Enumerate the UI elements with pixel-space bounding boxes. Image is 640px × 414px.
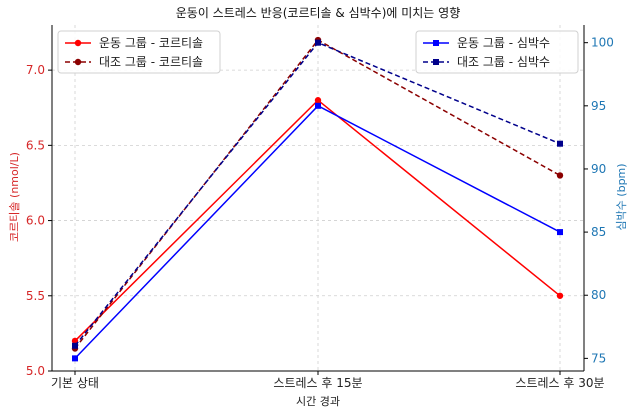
grid (52, 25, 584, 372)
data-point (556, 292, 564, 299)
series-3 (72, 39, 563, 349)
series-0 (71, 97, 564, 345)
left-tick-label: 6.5 (26, 138, 45, 152)
left-tick-label: 6.0 (26, 214, 45, 228)
x-tick-label: 스트레스 후 15분 (273, 376, 362, 390)
right-tick-label: 80 (591, 288, 606, 302)
right-tick-label: 75 (591, 351, 606, 365)
legend-marker (74, 39, 82, 47)
right-tick-label: 90 (591, 162, 606, 176)
data-point (314, 97, 322, 104)
chart-title: 운동이 스트레스 반응(코르티솔 & 심박수)에 미치는 영향 (176, 6, 461, 20)
x-tick-label: 스트레스 후 30분 (515, 376, 604, 390)
legend-marker (433, 59, 439, 65)
right-tick-label: 85 (591, 225, 606, 239)
x-tick-label: 기본 상태 (51, 376, 99, 390)
data-point (71, 337, 79, 345)
data-point (315, 102, 321, 109)
x-axis-label: 시간 경과 (296, 395, 340, 408)
series-2 (72, 102, 563, 362)
ticks: 5.0 5.5 6.0 6.5 7.0 75 80 85 90 95 100 기본 상태 스트레스 후 … (26, 36, 614, 390)
right-tick-label: 100 (591, 36, 614, 50)
legend-frame (415, 30, 579, 74)
series-1 (71, 36, 564, 352)
data-point (556, 172, 564, 179)
legend-label: 대조 그룹 - 심박수 (457, 55, 550, 69)
legend-frame (57, 30, 221, 74)
legend-label: 운동 그룹 - 코르티솔 (99, 36, 203, 50)
data-point (557, 140, 563, 147)
data-point (315, 39, 321, 46)
data-point (557, 229, 563, 236)
left-tick-label: 5.0 (26, 364, 45, 378)
legend-label: 대조 그룹 - 코르티솔 (99, 55, 203, 69)
legend-label: 운동 그룹 - 심박수 (457, 36, 550, 50)
right-axis-label: 심박수 (bpm) (615, 163, 628, 230)
left-tick-label: 7.0 (26, 63, 45, 77)
series-line (74, 104, 561, 359)
left-tick-label: 5.5 (26, 289, 45, 303)
series-layer (71, 36, 564, 362)
left-axis-label: 코르티솔 (nmol/L) (8, 152, 21, 242)
legend-marker (74, 58, 82, 66)
legend-marker (433, 40, 439, 46)
right-tick-label: 95 (591, 99, 606, 113)
data-point (72, 355, 78, 362)
data-point (72, 342, 78, 349)
